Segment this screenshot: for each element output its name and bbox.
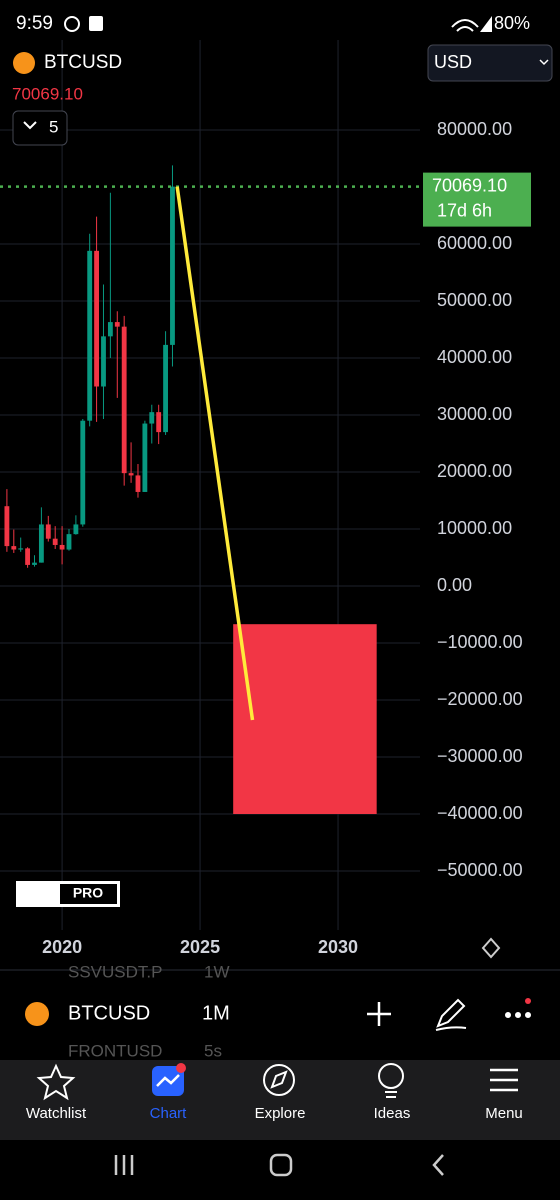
logo-pro-box (60, 884, 117, 904)
tab-label[interactable]: Watchlist (26, 1105, 87, 1122)
candle-body (66, 534, 72, 550)
dnd-icon (64, 16, 80, 32)
ghost-interval: 5s (204, 1041, 222, 1060)
tab-icon[interactable] (263, 1064, 295, 1096)
currency: USD (434, 52, 472, 72)
candle-body (25, 548, 31, 565)
y-tick-label: 80000.00 (437, 119, 512, 139)
y-tick-label: −40000.00 (437, 803, 523, 823)
ghost-symbol: SSVUSDT.P (68, 962, 162, 981)
candle-body (163, 344, 168, 433)
battery-level: 80% (494, 13, 530, 33)
indicator-count: 5 (49, 117, 58, 136)
watermark: PRO (73, 885, 103, 901)
candle-body (114, 322, 120, 327)
candle-body (156, 412, 162, 433)
signal-icon (480, 16, 492, 32)
candle-body (32, 562, 37, 565)
y-tick-label: 0.00 (437, 575, 472, 595)
y-tick-label: 30000.00 (437, 404, 512, 424)
x-tick-label: 2030 (318, 937, 358, 957)
tab-label[interactable]: Ideas (374, 1105, 411, 1122)
nav-home[interactable] (269, 1153, 293, 1177)
candle-body (107, 322, 113, 337)
y-tick-label: 20000.00 (437, 461, 512, 481)
candle-body (94, 250, 99, 387)
chart: 2020 2025 2030 80000.00 60000.00 50000.00 4000… (0, 40, 531, 957)
last-price-label: 70069.10 (432, 175, 507, 195)
candle-body (101, 336, 106, 387)
candle-body (38, 524, 44, 563)
currency-select[interactable] (427, 44, 553, 82)
candle-body (170, 186, 175, 345)
tab-labels: Watchlist Chart Explore Ideas Menu (26, 1105, 523, 1122)
last-price-box (423, 172, 531, 227)
candle-body (135, 475, 141, 492)
tab-label[interactable]: Menu (485, 1105, 523, 1122)
y-tick-label: 60000.00 (437, 233, 512, 253)
candle-body (73, 524, 79, 535)
y-tick-label: 10000.00 (437, 518, 512, 538)
ghost-symbol: FRONTUSD (68, 1041, 162, 1060)
btc-icon (25, 1002, 49, 1026)
candle-body (45, 524, 51, 539)
candle-body (121, 326, 127, 474)
x-tick-label: 2025 (180, 937, 220, 957)
trend-line (175, 186, 255, 721)
candle-body (142, 423, 148, 492)
symbol[interactable]: BTCUSD (44, 52, 122, 73)
candle-body (4, 506, 10, 547)
y-tick-label: 50000.00 (437, 290, 512, 310)
tab-bar (0, 1060, 560, 1140)
draw-button[interactable] (435, 998, 467, 1031)
toolbar-interval[interactable]: 1M (202, 1002, 230, 1024)
candle-body (149, 412, 155, 424)
countdown: 17d 6h (437, 200, 492, 220)
y-tick-label: −10000.00 (437, 632, 523, 652)
indicator-toggle[interactable] (12, 110, 68, 146)
candle-body (52, 538, 58, 545)
x-tick-label: 2020 (42, 937, 82, 957)
candle-body (18, 548, 24, 550)
y-tick-label: −20000.00 (437, 689, 523, 709)
wifi-icon (451, 19, 479, 32)
chevron (23, 121, 37, 130)
candle-body (59, 544, 65, 550)
candle-body (87, 250, 93, 421)
status-time: 9:59 (16, 13, 53, 34)
nav-recent[interactable] (114, 1155, 134, 1175)
tab-icon[interactable] (490, 1068, 518, 1092)
candle-body (11, 546, 17, 550)
tab-label[interactable]: Explore (255, 1105, 306, 1122)
btc-icon (13, 52, 35, 74)
y-tick-label: −50000.00 (437, 860, 523, 880)
chevron (539, 59, 549, 66)
more-button[interactable] (525, 998, 531, 1004)
tab-icon[interactable] (378, 1063, 404, 1089)
tab-icon[interactable] (36, 1063, 76, 1101)
y-tick-label: −30000.00 (437, 746, 523, 766)
nav-back[interactable] (432, 1154, 444, 1176)
candle-body (128, 473, 134, 476)
add-button[interactable] (367, 1002, 391, 1026)
header-price: 70069.10 (12, 84, 83, 103)
candle-body (80, 420, 86, 525)
y-tick-label: 40000.00 (437, 347, 512, 367)
toolbar-symbol[interactable]: BTCUSD (68, 1002, 150, 1024)
check-icon (89, 16, 103, 31)
ghost-interval: 1W (204, 962, 230, 981)
settings-icon[interactable] (481, 937, 501, 959)
tab-label[interactable]: Chart (150, 1105, 188, 1122)
drawn-box (233, 624, 377, 815)
